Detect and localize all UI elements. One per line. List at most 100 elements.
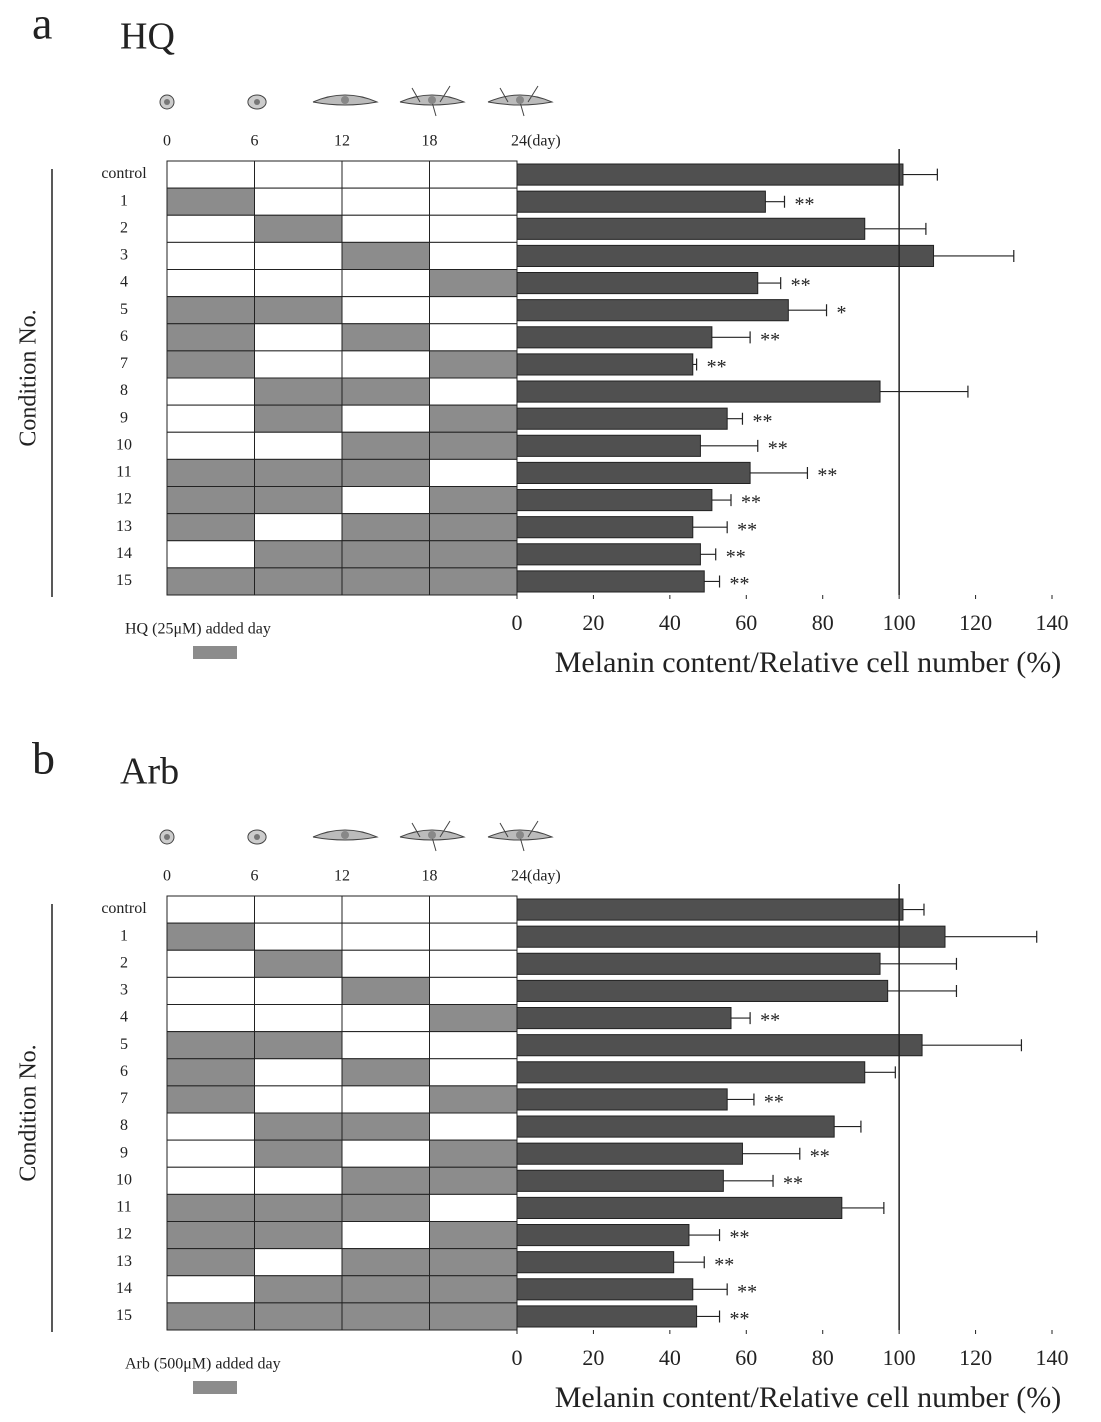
schedule-cell <box>429 214 518 243</box>
bar <box>516 570 705 593</box>
schedule-cell <box>166 540 255 569</box>
day-tick-label: 0 <box>163 868 171 885</box>
schedule-cell <box>341 1139 430 1168</box>
schedule-cell <box>166 214 255 243</box>
category-label: 13 <box>116 518 132 535</box>
category-label: 4 <box>120 274 128 291</box>
cell-nucleus <box>428 831 436 839</box>
significance: ** <box>783 1172 803 1194</box>
schedule-cell <box>254 1139 343 1168</box>
bar <box>516 272 759 295</box>
significance: ** <box>760 329 780 351</box>
category-label: control <box>101 900 147 917</box>
significance: ** <box>764 1091 784 1113</box>
schedule-cell <box>166 1085 255 1114</box>
bar <box>516 434 701 457</box>
schedule-cell <box>254 976 343 1005</box>
x-axis-title: Melanin content/Relative cell number (%) <box>555 646 1061 679</box>
panel-title: HQ <box>120 16 175 58</box>
category-label: control <box>101 165 147 182</box>
day-tick-label: 24(day) <box>511 133 561 150</box>
error-bar <box>750 466 809 479</box>
schedule-cell <box>341 1085 430 1114</box>
y-axis-title: Condition No. <box>16 309 42 446</box>
category-label: 7 <box>120 355 128 372</box>
bar <box>516 1088 728 1111</box>
schedule-cell <box>429 377 518 406</box>
schedule-cell <box>166 567 255 596</box>
schedule-cell <box>254 1221 343 1250</box>
category-label: 6 <box>120 1063 128 1080</box>
error-bar <box>742 1147 801 1160</box>
y-axis-title: Condition No. <box>16 1044 42 1181</box>
schedule-cell <box>341 1302 430 1331</box>
significance: ** <box>737 519 757 541</box>
schedule-cell <box>429 296 518 325</box>
category-label: 15 <box>116 572 132 589</box>
schedule-cell <box>166 458 255 487</box>
error-bar <box>834 1120 862 1133</box>
schedule-cell <box>166 269 255 298</box>
schedule-cell <box>254 458 343 487</box>
error-bar <box>765 195 786 208</box>
error-bar <box>864 1066 896 1079</box>
schedule-cell <box>254 540 343 569</box>
schedule-cell <box>429 895 518 924</box>
significance: ** <box>730 1308 750 1330</box>
schedule-cell <box>254 922 343 951</box>
schedule-cell <box>341 1112 430 1141</box>
x-tick-label: 60 <box>735 1345 757 1370</box>
schedule-cell <box>166 1031 255 1060</box>
bar <box>516 1007 732 1030</box>
schedule-cell <box>166 1221 255 1250</box>
day-tick-label: 6 <box>251 868 259 885</box>
schedule-cell <box>166 895 255 924</box>
error-bar <box>696 1310 721 1323</box>
schedule-cell <box>429 431 518 460</box>
legend-label: Arb (500μM) added day <box>125 1356 281 1373</box>
schedule-cell <box>254 296 343 325</box>
bar <box>516 190 766 213</box>
schedule-cell <box>166 976 255 1005</box>
schedule-cell <box>341 976 430 1005</box>
schedule-cell <box>341 540 430 569</box>
schedule-cell <box>254 895 343 924</box>
schedule-cell <box>341 1166 430 1195</box>
schedule-cell <box>429 404 518 433</box>
bar <box>516 489 713 512</box>
error-bar <box>945 930 1038 943</box>
error-bar <box>887 984 958 997</box>
error-bar <box>700 548 717 561</box>
schedule-cell <box>166 1058 255 1087</box>
category-label: 3 <box>120 247 128 264</box>
bar <box>516 1251 675 1274</box>
error-bar <box>711 494 732 507</box>
schedule-cell <box>254 214 343 243</box>
schedule-cell <box>429 323 518 352</box>
category-label: 2 <box>120 954 128 971</box>
schedule-cell <box>166 1004 255 1033</box>
bar <box>516 244 935 267</box>
significance: ** <box>791 275 811 297</box>
schedule-cell <box>429 1031 518 1060</box>
legend-swatch <box>193 1381 237 1394</box>
error-bar <box>700 439 759 452</box>
bar <box>516 979 889 1002</box>
schedule-cell <box>341 1275 430 1304</box>
significance: ** <box>714 1254 734 1276</box>
schedule-cell <box>166 486 255 515</box>
significance: ** <box>768 437 788 459</box>
error-bar <box>788 304 828 317</box>
bar <box>516 1142 743 1165</box>
x-tick-label: 120 <box>959 1345 992 1370</box>
x-tick-label: 140 <box>1036 610 1069 635</box>
schedule-cell <box>254 377 343 406</box>
schedule-cell <box>166 513 255 542</box>
x-tick-label: 100 <box>883 610 916 635</box>
schedule-cell <box>254 1193 343 1222</box>
schedule-cell <box>341 567 430 596</box>
schedule-cell <box>429 949 518 978</box>
error-bar <box>673 1256 705 1269</box>
schedule-cell <box>429 1058 518 1087</box>
